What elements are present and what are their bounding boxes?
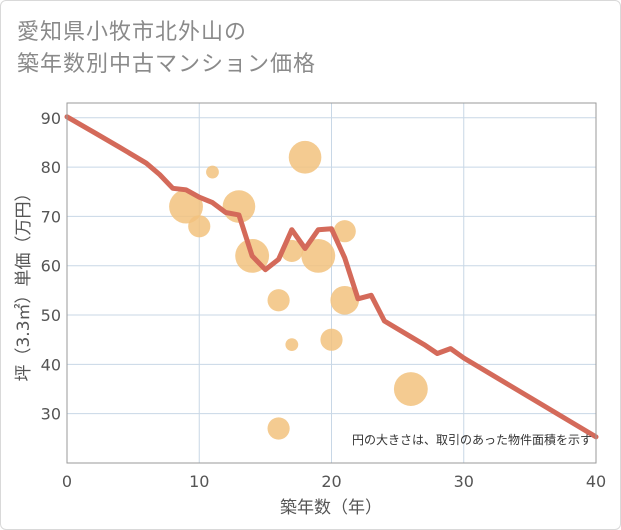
- x-tick-label: 0: [62, 472, 72, 491]
- bubble-point: [267, 289, 290, 312]
- x-tick-label: 40: [586, 472, 606, 491]
- bubble-point: [188, 215, 211, 238]
- grid-layer: [67, 103, 596, 463]
- y-tick-label: 90: [41, 109, 61, 128]
- y-tick-label: 50: [41, 306, 61, 325]
- bubble-point: [330, 285, 360, 315]
- bubble-point: [267, 417, 290, 440]
- y-tick-label: 70: [41, 207, 61, 226]
- y-tick-label: 60: [41, 257, 61, 276]
- bubble-point: [169, 189, 203, 224]
- bubble-point: [320, 328, 343, 351]
- y-tick-label: 80: [41, 158, 61, 177]
- x-tick-label: 20: [321, 472, 341, 491]
- x-tick-label: 30: [454, 472, 474, 491]
- size-note: 円の大きさは、取引のあった物件面積を示す: [352, 432, 592, 447]
- bubble-point: [285, 338, 299, 352]
- plot-frame: [66, 102, 597, 464]
- x-axis-label: 築年数（年）: [280, 498, 382, 518]
- chart-title: 愛知県小牧市北外山の 築年数別中古マンション価格: [17, 17, 316, 81]
- bubble-point: [206, 165, 219, 179]
- bubble-point: [288, 140, 322, 174]
- tick-label-layer: 30 40 50 60 70 80 90 0 10 20 30 40: [41, 109, 607, 491]
- x-tick-label: 10: [189, 472, 209, 491]
- bubble-point: [393, 372, 428, 406]
- trend-line-layer: [64, 114, 599, 440]
- y-tick-label: 30: [41, 405, 61, 424]
- title-line-2: 築年数別中古マンション価格: [17, 52, 317, 77]
- y-tick-label: 40: [41, 355, 61, 374]
- bubble-point: [301, 238, 336, 273]
- y-axis-label: 坪（3.3㎡）単価（万円）: [14, 184, 34, 381]
- trend-line: [64, 114, 599, 440]
- title-line-1: 愛知県小牧市北外山の: [17, 20, 248, 45]
- bubble-point: [333, 220, 356, 243]
